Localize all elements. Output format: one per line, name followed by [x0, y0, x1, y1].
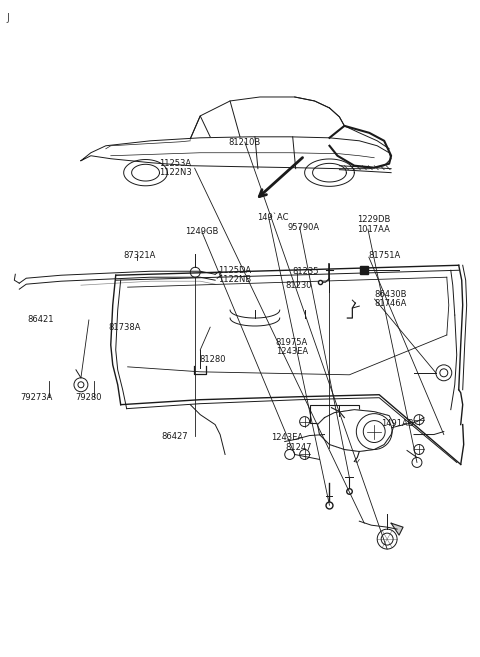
Text: 1122N3: 1122N3 [159, 168, 192, 177]
Text: 86421: 86421 [28, 315, 54, 325]
Text: 81975A: 81975A [276, 338, 308, 347]
Text: 79280: 79280 [75, 393, 102, 401]
Text: 86430B: 86430B [374, 290, 407, 299]
Text: 95790A: 95790A [288, 223, 320, 232]
Text: 1249GB: 1249GB [185, 227, 218, 236]
Text: 1243EA: 1243EA [271, 432, 303, 442]
Text: 81738A: 81738A [109, 323, 141, 332]
Text: 86427: 86427 [161, 432, 188, 441]
Text: 81230: 81230 [285, 281, 312, 290]
Text: 81280: 81280 [199, 355, 226, 365]
Text: 11253A: 11253A [159, 159, 191, 168]
Text: 1125DA: 1125DA [218, 266, 252, 275]
Polygon shape [391, 523, 403, 535]
Text: 149`AC: 149`AC [257, 213, 288, 222]
Text: 81247: 81247 [285, 443, 312, 452]
Text: 1017AA: 1017AA [357, 225, 390, 233]
Text: 1122NB: 1122NB [218, 275, 252, 284]
Text: 81210B: 81210B [228, 137, 260, 147]
Text: 1243EA: 1243EA [276, 347, 308, 356]
Text: 81746A: 81746A [374, 299, 407, 308]
Text: 79273A: 79273A [21, 393, 53, 401]
Polygon shape [318, 410, 394, 451]
Text: 1229DB: 1229DB [357, 215, 390, 225]
Text: J: J [6, 13, 9, 24]
FancyBboxPatch shape [310, 405, 360, 422]
Text: 81751A: 81751A [369, 251, 401, 260]
Polygon shape [360, 266, 368, 274]
Text: 1491AB: 1491AB [381, 419, 413, 428]
Text: 87321A: 87321A [123, 251, 156, 260]
Text: 81235: 81235 [292, 267, 319, 276]
